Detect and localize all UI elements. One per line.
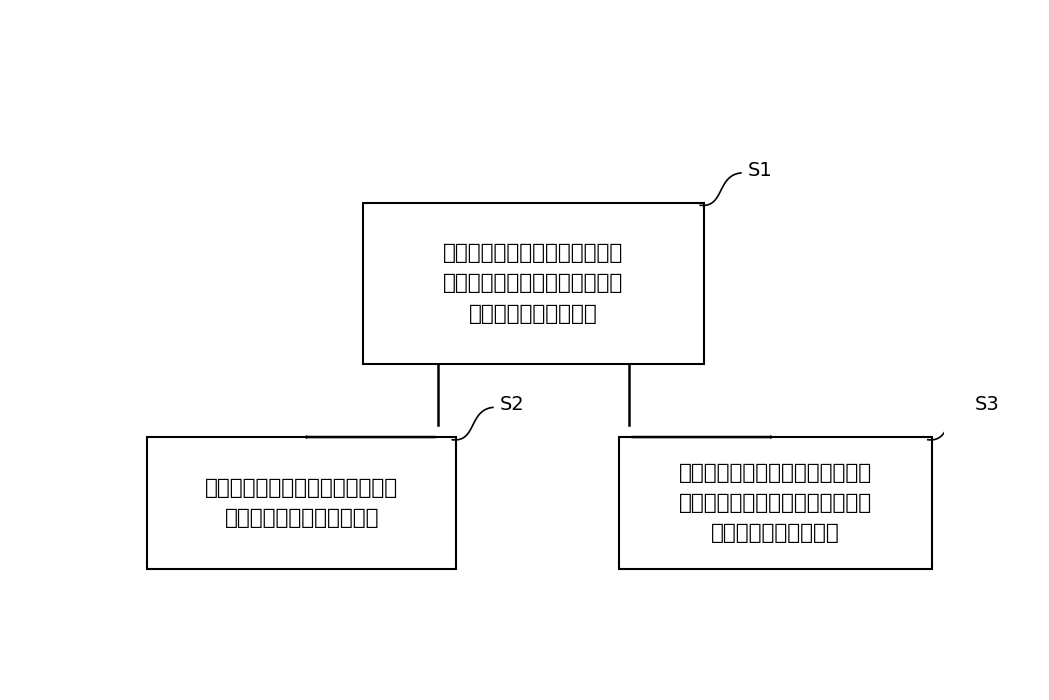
Text: S3: S3 xyxy=(975,395,1000,414)
Text: 如果没有发电需求，则判断电机是
否发生故障，并在电机未发生故障
时对电机进行弱磁控制: 如果没有发电需求，则判断电机是 否发生故障，并在电机未发生故障 时对电机进行弱磁… xyxy=(679,463,872,543)
Text: 如果有发电需求，则控制电机在发
动机的带动下进行发电工作: 如果有发电需求，则控制电机在发 动机的带动下进行发电工作 xyxy=(206,478,399,528)
Bar xyxy=(363,202,704,364)
Text: S2: S2 xyxy=(499,395,524,414)
Bar xyxy=(619,437,932,569)
Text: 在混合动力汽车整车上电后，实
时接收整车信息，并根据整车信
息判断是否有发电需求: 在混合动力汽车整车上电后，实 时接收整车信息，并根据整车信 息判断是否有发电需求 xyxy=(444,243,624,324)
Text: S1: S1 xyxy=(747,161,772,180)
Bar xyxy=(147,437,456,569)
